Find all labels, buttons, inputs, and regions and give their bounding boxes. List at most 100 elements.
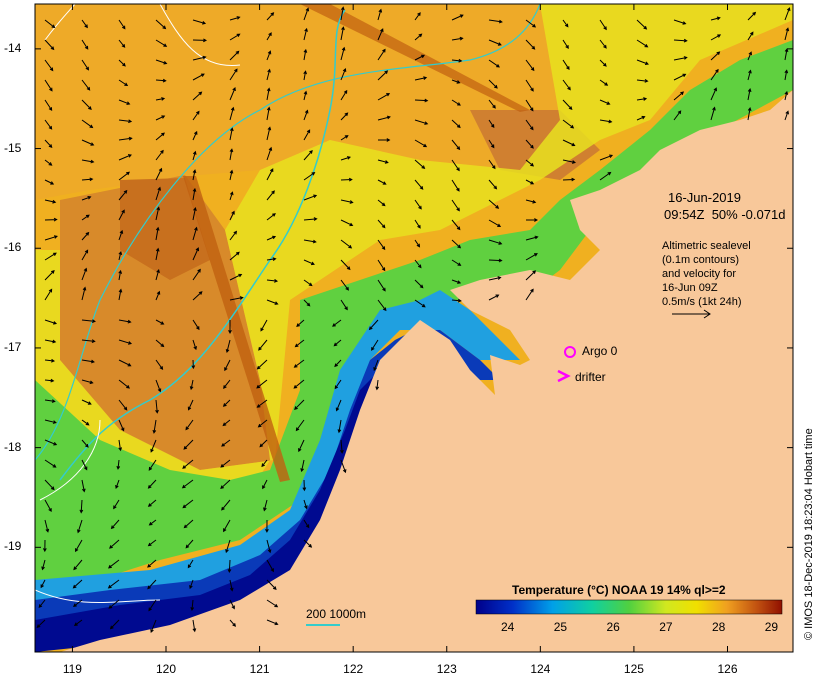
velocity-scale-arrow — [672, 309, 711, 319]
velocity-arrow — [562, 39, 569, 49]
warm-core — [60, 175, 275, 470]
velocity-arrow — [259, 439, 268, 448]
velocity-arrow — [488, 199, 500, 209]
velocity-arrow — [636, 19, 648, 30]
y-tick-label: -18 — [4, 439, 22, 454]
warm-region — [35, 4, 560, 200]
velocity-arrow — [266, 539, 272, 554]
velocity-arrow — [377, 8, 383, 21]
velocity-arrow — [118, 39, 126, 48]
velocity-arrow — [340, 67, 347, 81]
velocity-arrow — [189, 379, 194, 391]
velocity-arrow — [373, 359, 379, 372]
velocity-arrow — [150, 439, 157, 453]
velocity-arrow — [257, 419, 268, 428]
velocity-arrow — [221, 439, 231, 447]
velocity-arrow — [377, 199, 386, 207]
velocity-arrow — [747, 11, 757, 21]
velocity-arrow — [673, 73, 687, 81]
velocity-arrow — [155, 226, 160, 241]
velocity-arrow — [192, 19, 207, 25]
velocity-arrow — [220, 479, 231, 490]
velocity-arrow — [266, 279, 279, 283]
velocity-arrow — [525, 199, 537, 204]
velocity-arrow — [229, 127, 234, 141]
colorbar-tick-label: 25 — [553, 620, 568, 634]
velocity-arrow — [377, 219, 386, 229]
velocity-arrow — [525, 253, 538, 261]
velocity-arrow — [599, 39, 607, 49]
velocity-arrow — [303, 90, 308, 101]
velocity-arrow — [266, 190, 275, 201]
note-line: and velocity for — [662, 268, 736, 280]
note-line: 16-Jun 09Z — [662, 282, 718, 294]
velocity-arrow — [81, 419, 90, 426]
velocity-arrow — [599, 19, 607, 31]
velocity-arrow — [155, 39, 168, 47]
velocity-arrow — [44, 419, 57, 424]
velocity-arrow — [81, 459, 88, 471]
velocity-arrow — [229, 87, 236, 101]
velocity-arrow — [599, 59, 607, 67]
velocity-arrow — [118, 379, 130, 389]
velocity-arrow — [182, 459, 194, 469]
velocity-arrow — [118, 19, 126, 30]
velocity-arrow — [192, 247, 200, 261]
velocity-arrow — [562, 119, 575, 129]
velocity-arrow — [81, 39, 89, 50]
velocity-arrow — [192, 150, 197, 161]
velocity-arrow — [303, 149, 313, 161]
velocity-arrow — [185, 419, 194, 431]
swath-top — [300, 4, 530, 112]
velocity-arrow — [377, 115, 391, 121]
legend-title: Temperature (°C) NOAA 19 14% ql>=2 — [512, 583, 726, 597]
velocity-arrow — [152, 419, 157, 434]
velocity-arrow — [81, 59, 90, 71]
velocity-arrow — [414, 33, 423, 41]
velocity-arrow — [488, 19, 503, 24]
velocity-arrow — [451, 219, 461, 231]
velocity-arrow — [636, 97, 648, 101]
velocity-arrow — [340, 439, 344, 454]
velocity-arrow — [107, 559, 120, 569]
velocity-arrow — [260, 319, 268, 332]
velocity-arrow — [266, 559, 274, 573]
velocity-arrow — [116, 459, 121, 470]
velocity-arrow — [747, 88, 752, 101]
velocity-arrow — [118, 189, 128, 201]
velocity-arrow — [118, 59, 126, 67]
velocity-arrow — [414, 76, 428, 81]
velocity-arrow — [303, 129, 311, 141]
coldest-region — [35, 360, 395, 652]
velocity-arrow — [256, 359, 268, 370]
velocity-arrow — [81, 177, 94, 182]
velocity-arrow — [340, 135, 349, 141]
velocity-arrow — [488, 99, 496, 109]
velocity-arrow — [562, 139, 576, 147]
velocity-arrow — [295, 419, 305, 432]
velocity-arrow — [266, 87, 271, 101]
x-tick-label: 123 — [436, 662, 457, 676]
velocity-arrow — [75, 539, 83, 553]
velocity-arrow — [377, 179, 387, 185]
velocity-arrow — [673, 56, 688, 61]
velocity-arrow — [229, 296, 244, 301]
velocity-arrow — [414, 219, 421, 229]
velocity-arrow — [109, 539, 120, 549]
velocity-arrow — [182, 499, 194, 509]
velocity-arrow — [303, 48, 308, 61]
velocity-arrow — [147, 499, 157, 507]
note-line: Altimetric sealevel — [662, 240, 751, 252]
contour-1000m — [35, 4, 541, 461]
velocity-arrow — [73, 619, 83, 626]
velocity-arrow — [118, 209, 125, 221]
velocity-arrow — [488, 219, 502, 227]
velocity-arrow — [155, 268, 160, 281]
velocity-arrow — [155, 97, 166, 101]
green-region — [35, 40, 793, 600]
velocity-arrow — [220, 459, 231, 468]
argo-marker — [564, 346, 576, 358]
velocity-arrow — [192, 38, 208, 43]
velocity-arrow — [118, 419, 125, 432]
colorbar-tick-label: 29 — [764, 620, 779, 634]
